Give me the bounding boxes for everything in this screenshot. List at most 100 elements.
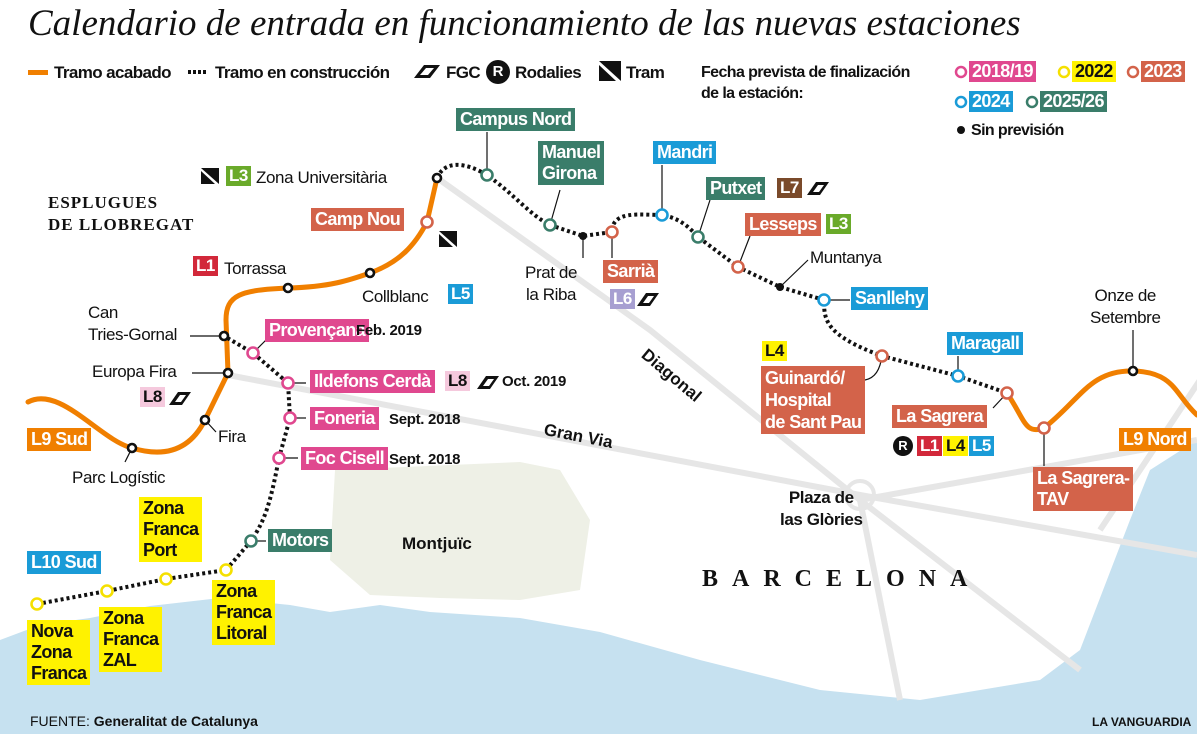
brand-logo: LA VANGUARDIA (1092, 715, 1192, 729)
legend-finished-label: Tramo acabado (54, 63, 172, 82)
label-putxet: Putxet (706, 177, 766, 200)
station-sanllehy[interactable] (817, 293, 831, 307)
badge-l3: L3 (826, 214, 851, 234)
label-manuel-girona: Manuel Girona (538, 141, 605, 185)
label-parc-logistic: Parc Logístic (72, 468, 166, 487)
label-maragall: Maragall (947, 332, 1024, 355)
legend-finished-swatch (28, 70, 48, 75)
station-zf-port[interactable] (159, 572, 173, 586)
station-torrassa[interactable] (282, 282, 294, 294)
station-muntanya[interactable] (776, 283, 784, 291)
label-campus-nord: Campus Nord (456, 108, 576, 131)
station-onze-setembre[interactable] (1127, 365, 1139, 377)
station-nova-zf[interactable] (30, 597, 44, 611)
label-sarria: Sarrià (603, 260, 659, 283)
station-motors[interactable] (244, 534, 258, 548)
station-manuel-girona[interactable] (543, 218, 557, 232)
label-sanllehy: Sanllehy (851, 287, 929, 310)
label-collblanc: Collblanc (362, 287, 429, 306)
station-foc-cisell[interactable] (272, 451, 286, 465)
label-l10-sud: L10 Sud (27, 551, 101, 574)
legend-date-2018-19: 2018/19 (969, 61, 1036, 82)
label-camp-nou: Camp Nou (311, 208, 405, 231)
legend-no-forecast-label: Sin previsión (971, 122, 1064, 139)
station-sarria[interactable] (605, 225, 619, 239)
station-foneria[interactable] (283, 411, 297, 425)
station-collblanc[interactable] (364, 267, 376, 279)
station-parc-logistic[interactable] (126, 442, 138, 454)
label-prat-riba: Prat de la Riba (525, 263, 578, 304)
montjuic-park (330, 462, 590, 600)
legend-date-title: Fecha prevista de finalización de la est… (701, 64, 910, 102)
station-can-tries[interactable] (218, 330, 230, 342)
rodalies-icon: R (893, 436, 913, 456)
station-mandri[interactable] (655, 208, 669, 222)
legend-date-2024: 2024 (969, 91, 1013, 112)
badge-l8: L8 (445, 371, 470, 391)
label-torrassa: Torrassa (224, 259, 286, 278)
station-ildefons[interactable] (281, 376, 295, 390)
label-lesseps: Lesseps (745, 213, 821, 236)
fgc-icon (637, 293, 659, 306)
station-zf-litoral[interactable] (219, 563, 233, 577)
legend-fgc-label: FGC (446, 63, 481, 82)
fgc-icon (414, 65, 440, 78)
label-foneria: Foneria (310, 407, 379, 430)
label-nova-zf: Nova Zona Franca (27, 620, 91, 685)
station-la-sagrera-tav[interactable] (1037, 421, 1051, 435)
badge-l4: L4 (943, 436, 968, 456)
station-fira[interactable] (199, 414, 211, 426)
legend-date-circles (954, 65, 1140, 109)
badge-l1: L1 (917, 436, 942, 456)
station-provencana[interactable] (246, 346, 260, 360)
legend-date-2022: 2022 (1072, 61, 1116, 82)
date-ildefons: Oct. 2019 (502, 373, 567, 390)
fgc-icon (169, 392, 191, 405)
rodalies-icon: R (486, 60, 510, 84)
station-lesseps[interactable] (731, 260, 745, 274)
station-zona-universitaria[interactable] (431, 172, 443, 184)
station-campus-nord[interactable] (480, 168, 494, 182)
date-foneria: Sept. 2018 (389, 411, 461, 428)
label-zona-universitaria: Zona Universitària (256, 168, 387, 187)
label-zf-port: Zona Franca Port (139, 497, 203, 562)
construction-segments (36, 162, 1008, 606)
label-provencana: Provençana (265, 319, 370, 342)
label-europa-fira: Europa Fira (92, 362, 177, 381)
station-europa-fira[interactable] (222, 367, 234, 379)
legend-tram-label: Tram (626, 63, 665, 82)
diagonal-street (438, 177, 1082, 673)
legend-construction-label: Tramo en construcción (215, 63, 390, 82)
station-camp-nou[interactable] (420, 215, 434, 229)
tram-icon (201, 168, 219, 184)
page-title: Calendario de entrada en funcionamiento … (28, 3, 1021, 44)
station-maragall[interactable] (951, 369, 965, 383)
legend-rodalies-label: Rodalies (515, 63, 582, 82)
station-putxet[interactable] (691, 230, 705, 244)
badge-l4: L4 (762, 341, 787, 361)
legend-date-2025-26: 2025/26 (1040, 91, 1107, 112)
station-prat-riba[interactable] (579, 232, 587, 240)
gran-via-street (227, 372, 1197, 558)
badge-l5: L5 (448, 284, 473, 304)
badge-l7: L7 (777, 178, 802, 198)
label-zf-zal: Zona Franca ZAL (99, 607, 163, 672)
station-guinardo[interactable] (875, 349, 889, 363)
sea (0, 440, 1197, 734)
label-muntanya: Muntanya (810, 248, 882, 267)
station-zf-zal[interactable] (100, 584, 114, 598)
streets (227, 177, 1197, 701)
station-la-sagrera[interactable] (1000, 386, 1014, 400)
badge-l6: L6 (610, 289, 635, 309)
stations (30, 168, 1139, 611)
label-montjuic: Montjuïc (402, 534, 472, 553)
label-foc-cisell: Foc Cisell (301, 447, 389, 470)
label-onze-setembre: Onze de Setembre (1090, 286, 1161, 327)
source-note: FUENTE: Generalitat de Catalunya (30, 713, 258, 729)
label-la-sagrera-tav: La Sagrera- TAV (1033, 467, 1134, 511)
label-can-tries: Can Tries-Gornal (88, 303, 178, 344)
tram-icon (439, 231, 457, 247)
source-label: FUENTE: (30, 713, 90, 729)
label-motors: Motors (268, 529, 333, 552)
